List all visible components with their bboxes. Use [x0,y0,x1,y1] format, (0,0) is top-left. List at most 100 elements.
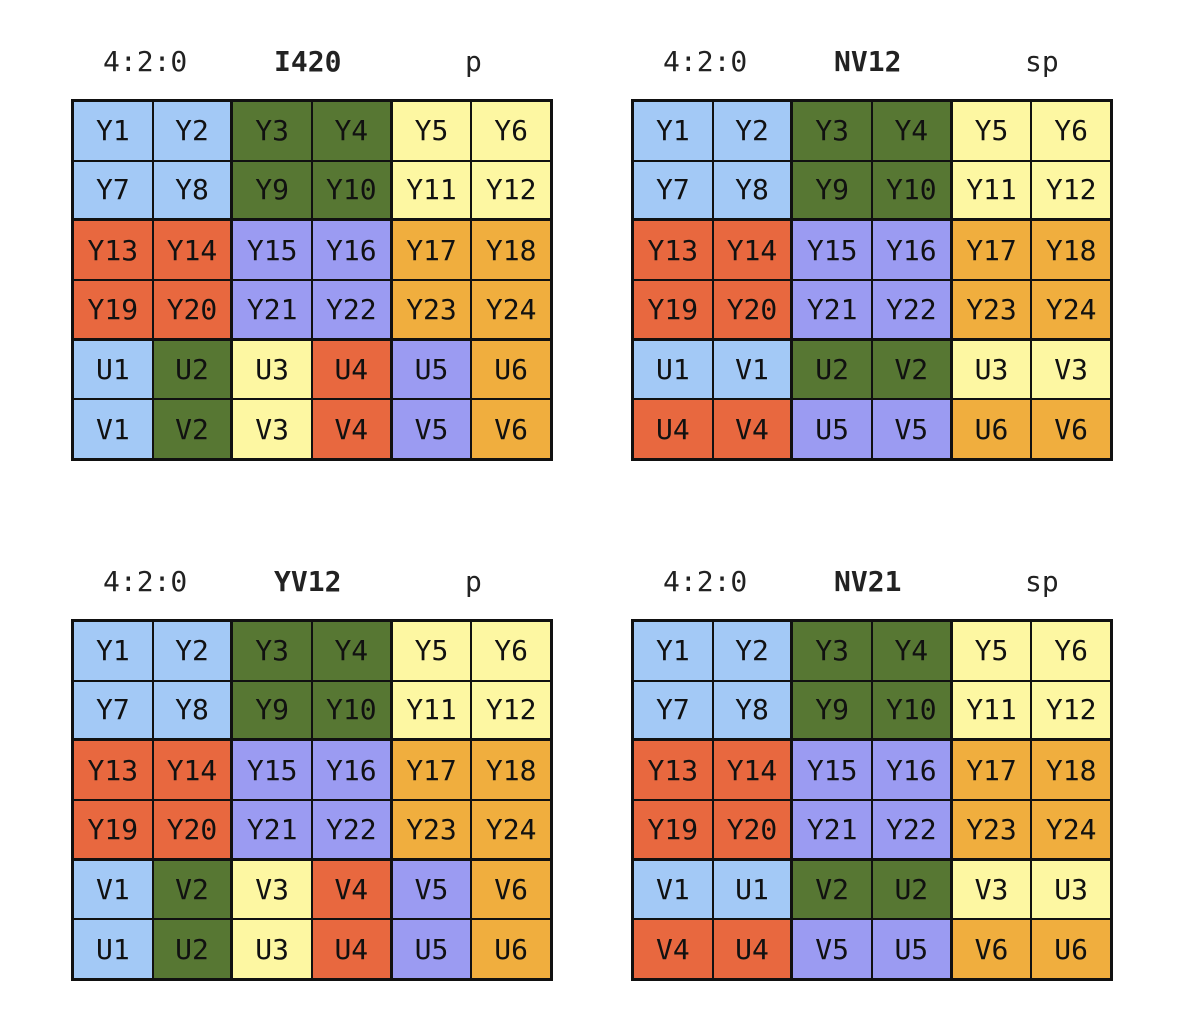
sample-cell: Y4 [311,101,392,161]
sample-cell: Y2 [712,101,793,161]
sample-cell: U1 [73,919,153,979]
sample-cell: V6 [471,399,551,459]
sample-cell: Y8 [712,160,793,221]
sample-cell: Y13 [73,220,153,280]
sample-cell: U6 [471,919,551,979]
sample-cell: U1 [73,339,153,400]
sample-cell: V3 [232,859,312,920]
sample-cell: Y15 [792,740,872,800]
sample-cell: Y14 [712,220,793,280]
sample-cell: Y9 [232,680,312,741]
sample-cell: V1 [712,339,793,400]
sample-cell: Y8 [152,680,233,741]
sample-cell: Y13 [633,740,713,800]
sample-cell: U4 [712,919,793,979]
sample-cell: Y24 [1031,800,1111,860]
sample-cell: Y6 [471,621,551,681]
sample-cell: V6 [471,859,551,920]
sample-cell: V3 [951,859,1032,920]
sample-cell: U3 [232,919,312,979]
sample-cell: Y5 [391,101,472,161]
sample-cell: Y9 [792,680,872,741]
sample-cell: Y15 [792,220,872,280]
sample-cell: Y20 [712,800,793,860]
sample-cell: Y20 [152,800,233,860]
format-label: NV12 [834,45,902,78]
sample-cell: Y11 [391,680,472,741]
sample-cell: Y24 [471,280,551,340]
plane-grid: Y1 Y2 Y3 Y4 Y5 Y6 Y7 Y8 Y9 Y10 Y11 Y12 Y13 Y14 Y15 Y16 Y… [631,619,1113,981]
sample-cell: Y23 [951,280,1032,340]
sample-cell: Y7 [633,680,713,741]
sample-cell: Y10 [871,160,952,221]
sample-cell: Y21 [232,280,312,340]
sample-cell: U4 [311,919,392,979]
sample-cell: Y12 [471,680,551,741]
sample-cell: V2 [792,859,872,920]
sample-cell: Y18 [471,220,551,280]
sample-cell: U3 [1031,859,1111,920]
sample-cell: Y11 [951,680,1032,741]
sample-cell: V6 [951,919,1032,979]
sample-cell: Y13 [73,740,153,800]
sample-cell: Y13 [633,220,713,280]
sample-cell: Y12 [1031,160,1111,221]
sample-cell: Y24 [471,800,551,860]
sample-cell: U3 [951,339,1032,400]
sample-cell: U2 [792,339,872,400]
sample-cell: Y12 [471,160,551,221]
sample-cell: V5 [391,859,472,920]
sample-cell: Y10 [311,680,392,741]
sample-cell: U2 [152,339,233,400]
sample-cell: Y15 [232,220,312,280]
sample-cell: Y8 [152,160,233,221]
sample-cell: V1 [73,399,153,459]
sample-cell: V5 [391,399,472,459]
sample-cell: Y5 [391,621,472,681]
sample-cell: Y22 [311,280,392,340]
sample-cell: Y18 [1031,220,1111,280]
diagram-i420: 4:2:0 I420 p Y1 Y2 Y3 Y4 Y5 Y6 Y7 Y8 Y9 Y10 Y11 Y12… [71,42,555,461]
sample-cell: Y7 [73,680,153,741]
sample-cell: U1 [712,859,793,920]
sample-cell: V4 [633,919,713,979]
sample-cell: Y4 [871,101,952,161]
sample-cell: Y17 [951,740,1032,800]
sample-cell: Y19 [73,280,153,340]
sample-cell: Y2 [152,101,233,161]
sample-cell: Y2 [712,621,793,681]
format-label: NV21 [834,565,902,598]
sample-cell: Y4 [871,621,952,681]
sample-cell: Y17 [391,740,472,800]
sample-cell: V1 [73,859,153,920]
sample-cell: Y11 [391,160,472,221]
subsampling-label: 4:2:0 [103,565,188,598]
sample-cell: V2 [871,339,952,400]
sample-cell: Y11 [951,160,1032,221]
diagram-header: 4:2:0 YV12 p [71,562,555,602]
sample-cell: V2 [152,399,233,459]
sample-cell: Y1 [73,101,153,161]
diagram-header: 4:2:0 NV12 sp [631,42,1115,82]
sample-cell: Y18 [1031,740,1111,800]
sample-cell: Y7 [633,160,713,221]
sample-cell: V4 [712,399,793,459]
sample-cell: Y21 [792,280,872,340]
format-label: YV12 [274,565,342,598]
diagram-nv12: 4:2:0 NV12 sp Y1 Y2 Y3 Y4 Y5 Y6 Y7 Y8 Y9 Y10 Y11 Y1… [631,42,1115,461]
sample-cell: Y9 [792,160,872,221]
sample-cell: U2 [152,919,233,979]
sample-cell: Y16 [871,740,952,800]
sample-cell: Y18 [471,740,551,800]
sample-cell: Y20 [152,280,233,340]
sample-cell: V3 [1031,339,1111,400]
plane-grid: Y1 Y2 Y3 Y4 Y5 Y6 Y7 Y8 Y9 Y10 Y11 Y12 Y13 Y14 Y15 Y16 Y… [71,99,553,461]
sample-cell: Y16 [311,220,392,280]
subsampling-label: 4:2:0 [103,45,188,78]
sample-cell: Y4 [311,621,392,681]
sample-cell: Y23 [391,280,472,340]
sample-cell: U5 [792,399,872,459]
sample-cell: Y22 [311,800,392,860]
format-label: I420 [274,45,342,78]
sample-cell: Y19 [633,800,713,860]
